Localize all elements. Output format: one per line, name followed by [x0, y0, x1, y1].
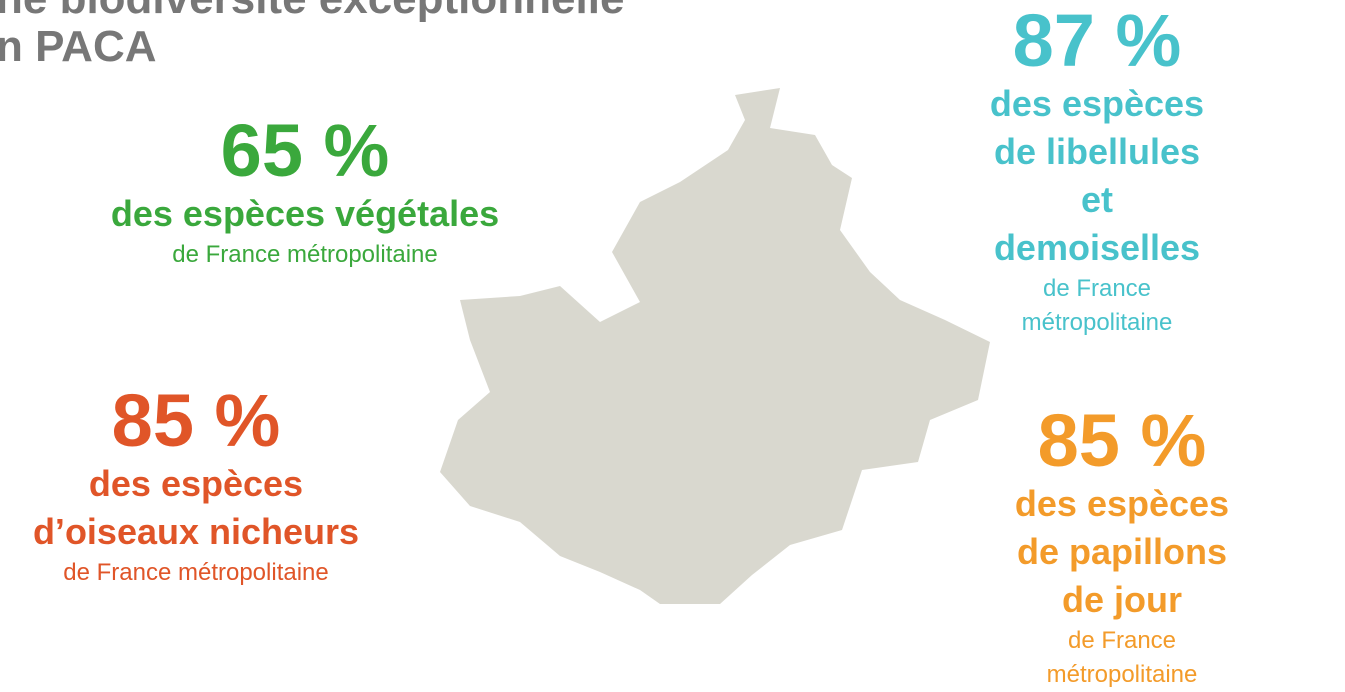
- stat-block: 87 % des espèces de libellules et demoisel…: [973, 2, 1221, 340]
- stat-note: de France métropolitaine: [1021, 275, 1173, 336]
- stat-label: d’oiseaux nicheurs: [32, 511, 360, 552]
- stat-label: de papillons de jour: [1016, 531, 1228, 620]
- stat-value: 85 %: [1037, 399, 1207, 482]
- stat-value: 65 %: [220, 109, 390, 192]
- paca-map: [440, 88, 990, 604]
- stat-value: 87 %: [1012, 0, 1182, 82]
- stat-block: 65 % des espèces végétales de France métro…: [111, 112, 499, 272]
- title-line: n PACA: [0, 22, 157, 71]
- stat-label: des espèces: [88, 463, 304, 504]
- page: ne biodiversité exceptionnelle n PACA 65…: [0, 0, 1230, 688]
- stat-label: des espèces: [1014, 483, 1230, 524]
- stat-label: des espèces végétales: [110, 193, 500, 234]
- stat-label: des espèces de libellules: [989, 83, 1205, 172]
- stat-note: de France métropolitaine: [172, 241, 438, 268]
- region-shape: [440, 88, 990, 604]
- stat-value: 85 %: [111, 379, 281, 462]
- stat-label: et demoiselles: [993, 179, 1201, 268]
- stat-block: 85 % des espèces d’oiseaux nicheurs de Fran…: [33, 382, 359, 590]
- stat-note: de France métropolitaine: [63, 559, 329, 586]
- title-line: ne biodiversité exceptionnelle: [0, 0, 624, 24]
- stat-block: 85 % des espèces de papillons de jour de Fr…: [1011, 402, 1234, 692]
- stat-note: de France métropolitaine: [1046, 627, 1198, 688]
